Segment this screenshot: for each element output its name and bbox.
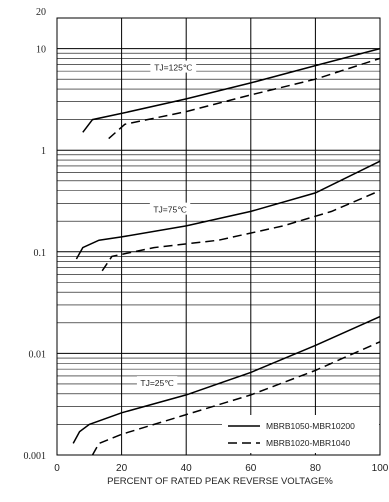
y-tick-label: 10: [36, 45, 46, 56]
x-tick-label: 100: [372, 463, 389, 474]
annotation-bg: [149, 202, 191, 215]
annotation-tj-1: TJ=75℃: [153, 205, 187, 215]
x-axis-label: PERCENT OF RATED PEAK REVERSE VOLTAGE%: [107, 476, 333, 487]
curve-solid-0: [82, 47, 381, 133]
x-tick-label: 40: [181, 463, 193, 474]
chart-grid: [56, 17, 381, 456]
x-tick-labels: 0 20 40 60 80 100: [54, 463, 389, 474]
y-tick-label: 20: [36, 7, 46, 18]
legend-entry-1: MBRB1020-MBR1040: [266, 438, 350, 448]
annotation-bg: [150, 60, 197, 73]
x-tick-label: 0: [54, 463, 60, 474]
y-tick-labels: 20 10 1 0.1 0.01 0.001: [24, 7, 47, 462]
legend-entry-0: MBRB1050-MBR10200: [266, 421, 355, 431]
x-tick-label: 20: [116, 463, 128, 474]
x-tick-label: 80: [310, 463, 322, 474]
curve-solid-2: [75, 160, 381, 260]
annotation-tj-2: TJ=25℃: [140, 378, 174, 388]
annotation-bg: [136, 376, 178, 389]
annotation-tj-0: TJ=125℃: [154, 63, 193, 73]
curve-solid-4: [72, 315, 381, 444]
curve-dashed-3: [101, 189, 381, 272]
plot-frame: [56, 17, 381, 456]
y-tick-label: 0.001: [24, 451, 47, 462]
chart-legend: MBRB1050-MBR10200 MBRB1020-MBR1040: [222, 415, 379, 453]
y-tick-label: 0.1: [34, 248, 47, 259]
y-tick-label: 0.01: [29, 349, 47, 360]
legend-box: [222, 415, 379, 453]
chart-annotations: TJ=125℃ TJ=75℃ TJ=25℃: [136, 60, 197, 389]
curve-dashed-1: [108, 57, 381, 140]
curve-dashed-5: [91, 341, 381, 456]
chart-curves: [72, 47, 381, 456]
y-tick-label: 1: [41, 146, 46, 157]
x-tick-label: 60: [245, 463, 257, 474]
